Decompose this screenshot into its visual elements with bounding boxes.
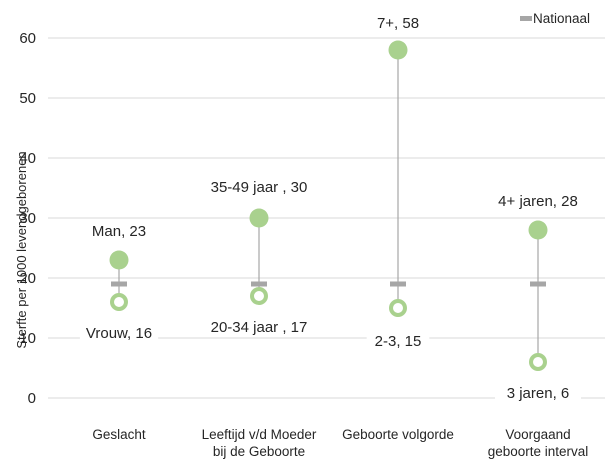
y-tick-label: 20 — [19, 270, 36, 287]
data-labels: Man, 23 Vrouw, 16 35-49 jaar , 30 20-34 jaa… — [79, 15, 581, 403]
y-tick-label: 30 — [19, 210, 36, 227]
low-point — [389, 299, 407, 317]
high-point — [249, 208, 269, 228]
low-point — [110, 293, 128, 311]
data-label-high: 7+, 58 — [377, 15, 419, 32]
data-points — [109, 40, 548, 371]
y-tick-label: 10 — [19, 330, 36, 347]
legend-nationaal-marker — [520, 16, 532, 21]
low-point — [250, 287, 268, 305]
nationaal-marker — [251, 281, 267, 287]
data-label-high: 4+ jaren, 28 — [498, 193, 578, 210]
data-label-low: 3 jaren, 6 — [507, 385, 570, 402]
y-tick-label: 0 — [28, 390, 36, 407]
data-label-backdrop — [196, 317, 322, 337]
high-point — [109, 250, 129, 270]
x-category-label: Voorgaand — [505, 427, 570, 442]
x-axis-categories: Geslacht Leeftijd v/d Moeder bij de Geboor… — [92, 427, 588, 459]
data-label-high: 35-49 jaar , 30 — [211, 179, 308, 196]
y-tick-label: 60 — [19, 30, 36, 47]
y-axis-ticks: 0 10 20 30 40 50 60 — [19, 30, 36, 407]
y-tick-label: 40 — [19, 150, 36, 167]
data-label-low: 20-34 jaar , 17 — [211, 319, 308, 336]
legend-nationaal-label: Nationaal — [533, 11, 590, 26]
x-category-label: Leeftijd v/d Moeder — [202, 427, 317, 442]
legend: Nationaal — [520, 11, 590, 26]
nationaal-marker — [530, 281, 546, 287]
data-label-low: Vrouw, 16 — [86, 325, 152, 342]
nationaal-marker — [390, 281, 406, 287]
x-category-label: bij de Geboorte — [213, 444, 305, 459]
nationaal-markers — [111, 281, 546, 287]
y-tick-label: 50 — [19, 90, 36, 107]
high-point — [388, 40, 408, 60]
data-label-low: 2-3, 15 — [375, 333, 422, 350]
high-point — [528, 220, 548, 240]
x-category-label: Geboorte volgorde — [342, 427, 454, 442]
data-label-backdrop — [495, 383, 581, 403]
data-label-high: Man, 23 — [92, 223, 146, 240]
data-label-backdrop — [366, 331, 430, 351]
nationaal-marker — [111, 281, 127, 287]
range-lines — [118, 50, 539, 362]
x-category-label: geboorte interval — [488, 444, 589, 459]
low-point — [529, 353, 547, 371]
x-category-label: Geslacht — [92, 427, 146, 442]
gridlines — [48, 37, 605, 399]
data-label-backdrop — [79, 323, 159, 343]
y-axis-label: Sterfte per 1000 levendgeborenen — [14, 151, 29, 348]
